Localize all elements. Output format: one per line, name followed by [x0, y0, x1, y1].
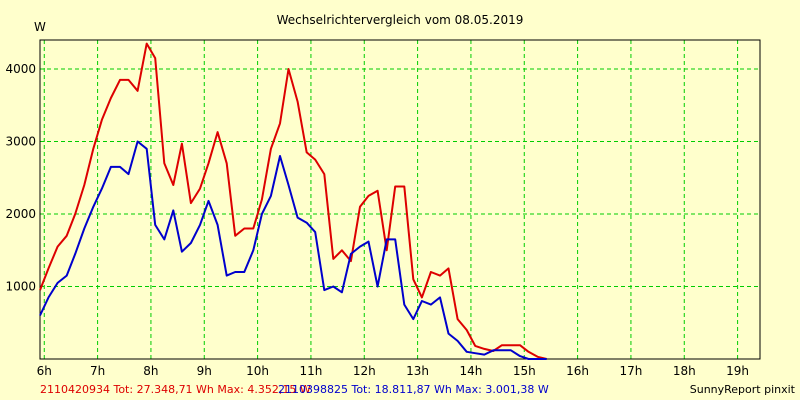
credit-text: SunnyReport pinxit: [690, 383, 796, 396]
y-axis-unit: W: [34, 20, 46, 34]
x-tick-label: 14h: [459, 364, 482, 378]
x-tick-label: 8h: [143, 364, 158, 378]
y-tick-label: 4000: [5, 62, 36, 76]
y-tick-label: 2000: [5, 207, 36, 221]
chart-title: Wechselrichtervergleich vom 08.05.2019: [277, 13, 524, 27]
legend-entry-series-2: 2110398825 Tot: 18.811,87 Wh Max: 3.001,…: [278, 383, 549, 396]
x-tick-label: 18h: [673, 364, 696, 378]
x-tick-label: 13h: [406, 364, 429, 378]
y-tick-label: 1000: [5, 280, 36, 294]
x-tick-label: 9h: [197, 364, 212, 378]
y-axis: 1000 2000 3000 4000: [5, 62, 36, 294]
series-lines: [39, 42, 547, 360]
x-tick-label: 15h: [513, 364, 536, 378]
x-tick-label: 12h: [353, 364, 376, 378]
x-tick-label: 6h: [37, 364, 52, 378]
series-line-1: [39, 42, 547, 360]
x-tick-label: 10h: [246, 364, 269, 378]
x-tick-label: 16h: [566, 364, 589, 378]
x-tick-label: 7h: [90, 364, 105, 378]
y-tick-label: 3000: [5, 135, 36, 149]
plot-area-frame: [39, 39, 761, 360]
legend-entry-series-1: 2110420934 Tot: 27.348,71 Wh Max: 4.352,…: [40, 383, 311, 396]
x-tick-label: 17h: [619, 364, 642, 378]
series-line-2: [39, 140, 547, 360]
grid: [40, 40, 760, 359]
x-tick-label: 11h: [299, 364, 322, 378]
x-axis: 6h 7h 8h 9h 10h 11h 12h 13h 14h 15h 16h 17h 18h 19h: [37, 364, 749, 378]
x-tick-label: 19h: [726, 364, 749, 378]
